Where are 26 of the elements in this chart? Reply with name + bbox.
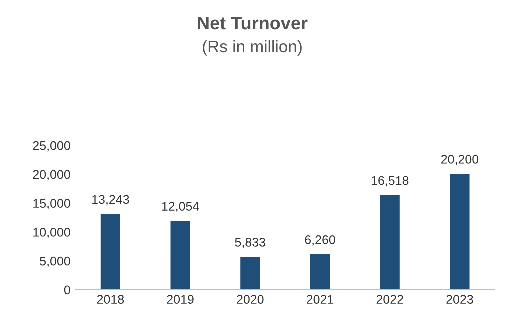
data-label: 13,243 [92, 195, 130, 206]
y-tick-label: 15,000 [34, 199, 70, 210]
bar [378, 194, 402, 290]
x-tick-label: 2018 [97, 295, 124, 304]
y-tick-label: 5,000 [40, 256, 70, 268]
x-tick-label: 2020 [237, 295, 264, 304]
x-tick-label: 2022 [376, 295, 404, 304]
bar [100, 212, 122, 290]
data-label: 6,260 [305, 236, 336, 246]
data-label: 12,054 [162, 202, 200, 212]
chart-subtitle: (Rs in million) [203, 40, 302, 56]
x-tick-label: 2019 [167, 295, 194, 304]
y-tick-label: 0 [64, 286, 70, 295]
y-tick-label: 20,000 [33, 170, 70, 181]
y-tick-label: 25,000 [33, 141, 70, 152]
y-tick-label: 10,000 [34, 228, 70, 238]
bar [239, 256, 262, 290]
data-label: 20,200 [441, 155, 479, 166]
bar [309, 253, 332, 290]
bar [169, 220, 192, 290]
x-tick-label: 2023 [446, 295, 474, 304]
data-label: 16,518 [372, 176, 409, 187]
data-label: 5,833 [235, 238, 266, 248]
chart-title: Net Turnover [198, 17, 308, 30]
bar [448, 172, 472, 290]
x-tick-label: 2021 [306, 295, 334, 304]
